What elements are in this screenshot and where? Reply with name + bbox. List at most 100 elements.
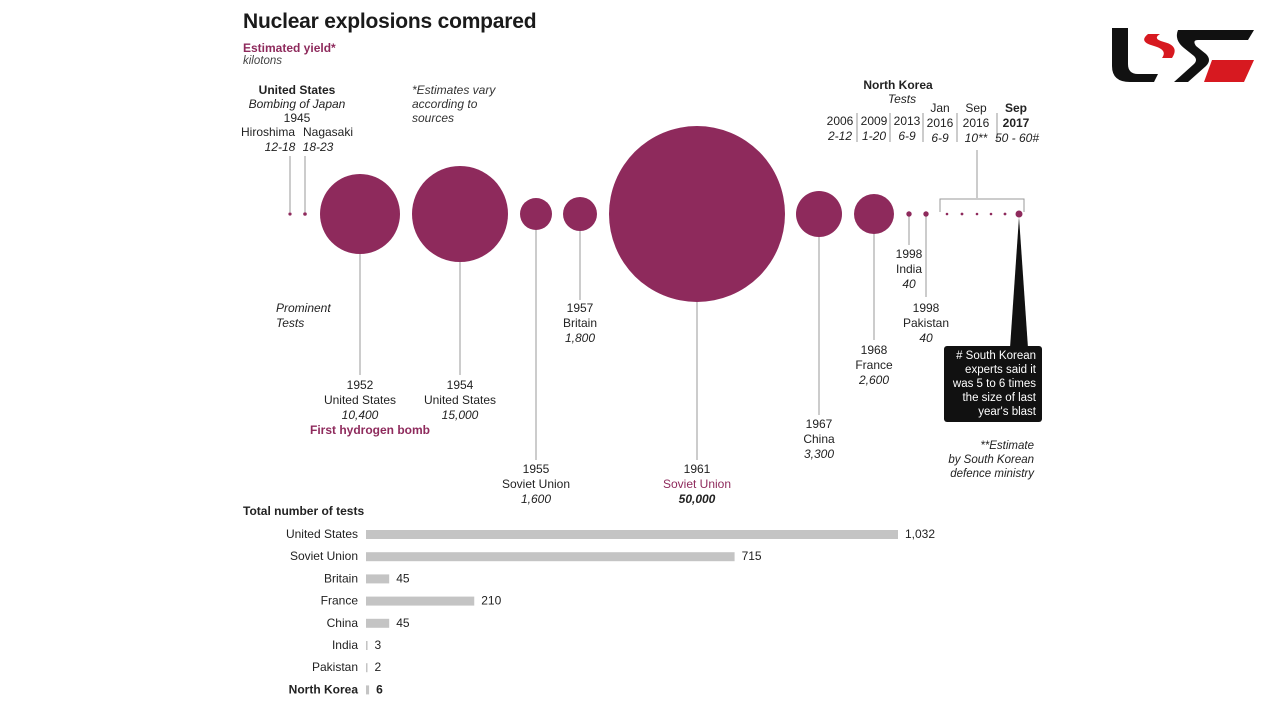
prominent-label-line-2: Tests xyxy=(276,316,305,330)
prominent-label: Prominent Tests xyxy=(276,301,346,331)
footnote-line: by South Korean xyxy=(948,454,1034,466)
bar xyxy=(366,596,475,606)
bar-chart: United States 1,032 Soviet Union 715 Britain… xyxy=(286,527,935,696)
footnote-line: defence ministry xyxy=(950,468,1034,480)
yield: 2-12 xyxy=(827,129,853,143)
prominent-label-line-1: Prominent xyxy=(276,301,331,315)
nk-subtitle: Tests xyxy=(887,92,917,106)
country: China xyxy=(803,432,835,446)
label-pakistan: 1998 Pakistan 40 xyxy=(896,301,956,346)
bar-category-label: China xyxy=(327,616,359,630)
hiroshima-name: Hiroshima xyxy=(240,125,295,139)
year: 1952 xyxy=(346,378,374,392)
label-1967: 1967 China 3,300 xyxy=(784,417,854,462)
country: United States xyxy=(323,393,397,407)
chart-title: Nuclear explosions compared xyxy=(243,10,537,33)
yield: 6-9 xyxy=(898,129,916,143)
bar-value-label: 2 xyxy=(375,660,382,674)
label-1955: 1955 Soviet Union 1,600 xyxy=(486,462,586,507)
footnote: **Estimate by South Korean defence minis… xyxy=(934,439,1034,481)
nk-2013: 2013 6-9 xyxy=(889,114,925,144)
yield: 6-9 xyxy=(931,131,949,145)
bubble-nk-sep-2017 xyxy=(1015,210,1023,218)
bubble-1957-britain xyxy=(563,197,597,231)
bubble-nk-2013 xyxy=(975,212,979,216)
bubble-nk-sep-2016 xyxy=(1003,212,1007,216)
year: 1968 xyxy=(860,343,888,357)
callout-pointer xyxy=(1010,217,1028,348)
yield: 10,400 xyxy=(341,408,379,422)
bar-category-label: North Korea xyxy=(289,682,359,696)
bubble-1952-united-states xyxy=(320,174,400,254)
bubble-nk-2006 xyxy=(945,212,949,216)
label-india: 1998 India 40 xyxy=(889,247,929,292)
bubble-nk-2009 xyxy=(960,212,964,216)
bar-category-label: France xyxy=(321,594,359,608)
yield: 40 xyxy=(902,277,916,291)
year: 1957 xyxy=(566,301,594,315)
bar-value-label: 45 xyxy=(396,616,410,630)
yield: 1-20 xyxy=(861,129,887,143)
nagasaki-name: Nagasaki xyxy=(302,125,354,139)
bar xyxy=(366,641,368,650)
bubble-nk-jan-2016 xyxy=(989,212,993,216)
date: 2009 xyxy=(860,114,888,128)
country: Britain xyxy=(562,316,597,330)
hiroshima-yield: 12-18 xyxy=(264,140,296,154)
bar-category-label: India xyxy=(332,638,358,652)
brand-logo xyxy=(1112,28,1254,82)
bubble-1998-pakistan xyxy=(923,211,929,217)
estimate-note: *Estimates vary according to sources xyxy=(412,83,496,125)
year: 2016 xyxy=(962,116,990,130)
yield: 50 - 60# xyxy=(995,131,1040,145)
bar xyxy=(366,618,390,628)
japan-year: 1945 xyxy=(283,111,311,125)
first-hydrogen-bomb: First hydrogen bomb xyxy=(310,423,430,437)
bubble-1968-france xyxy=(854,194,894,234)
bar-value-label: 715 xyxy=(742,549,762,563)
month: Jan xyxy=(930,101,950,115)
nk-title: North Korea xyxy=(863,78,933,92)
year: 1954 xyxy=(446,378,474,392)
label-1952: 1952 United States 10,400 First hydrogen… xyxy=(310,378,430,438)
label-1957: 1957 Britain 1,800 xyxy=(540,301,620,346)
south-korea-callout: # South Korean experts said it was 5 to … xyxy=(944,346,1042,422)
year: 2017 xyxy=(1002,116,1030,130)
bar-value-label: 210 xyxy=(481,594,501,608)
date: 2013 xyxy=(893,114,921,128)
bubble-chart xyxy=(288,113,1028,460)
bar-category-label: Pakistan xyxy=(312,660,358,674)
label-1954: 1954 United States 15,000 xyxy=(410,378,510,423)
label-1961: 1961 Soviet Union 50,000 xyxy=(647,462,747,507)
nk-bracket xyxy=(939,198,1025,212)
bar-chart-title: Total number of tests xyxy=(243,504,365,518)
japan-country: United States xyxy=(258,83,336,97)
bubble-1961-soviet-union xyxy=(609,126,785,302)
year: 1955 xyxy=(522,462,550,476)
date: 2006 xyxy=(826,114,854,128)
country: India xyxy=(895,262,923,276)
nk-2009: 2009 1-20 xyxy=(856,114,892,144)
nk-sep-2016: Sep 2016 10** xyxy=(956,101,996,146)
month: Sep xyxy=(965,101,987,115)
yield: 1,600 xyxy=(520,492,552,506)
bar xyxy=(366,574,390,584)
bar-category-label: Soviet Union xyxy=(290,549,358,563)
nk-2006: 2006 2-12 xyxy=(822,114,858,144)
nk-sep-2017: Sep 2017 50 - 60# xyxy=(995,101,1040,146)
bubble-hiroshima xyxy=(288,212,292,216)
bar xyxy=(366,663,368,673)
year: 1967 xyxy=(805,417,833,431)
yield: 2,600 xyxy=(858,373,890,387)
yield: 15,000 xyxy=(441,408,479,422)
bar-value-label: 6 xyxy=(376,682,383,696)
nagasaki-yield: 18-23 xyxy=(302,140,334,154)
yield: 1,800 xyxy=(564,331,596,345)
year: 1998 xyxy=(912,301,940,315)
unit-label: kilotons xyxy=(243,55,282,67)
bar-value-label: 45 xyxy=(396,571,410,585)
country: Soviet Union xyxy=(662,477,732,491)
callout-line: experts said it xyxy=(965,364,1036,376)
callout-line: year's blast xyxy=(978,406,1036,418)
yield: 50,000 xyxy=(678,492,716,506)
